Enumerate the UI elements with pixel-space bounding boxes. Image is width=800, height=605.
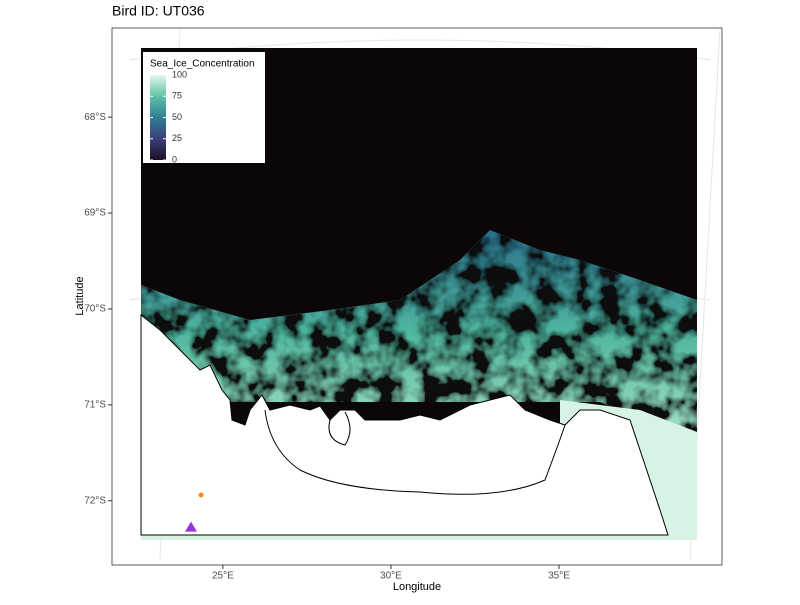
y-tick-label: 68°S [84, 112, 106, 123]
legend-tick-label: 50 [172, 112, 182, 122]
ice-shelf [264, 409, 566, 495]
legend-title: Sea_Ice_Concentration [150, 59, 255, 70]
coastline [140, 313, 669, 536]
y-tick-label: 70°S [84, 304, 106, 315]
track-point [198, 492, 204, 498]
y-axis-title: Latitude [74, 276, 86, 315]
legend-tick-label: 25 [172, 133, 182, 143]
legend-tick-label: 0 [172, 154, 177, 164]
x-tick-label: 35°E [548, 571, 570, 582]
track-point [184, 521, 197, 532]
island [328, 411, 351, 446]
x-tick-label: 30°E [380, 571, 402, 582]
legend-tick-label: 100 [172, 69, 187, 79]
x-axis-title: Longitude [393, 581, 441, 593]
legend-tick-label: 75 [172, 91, 182, 101]
colorbar [150, 75, 166, 160]
chart-title: Bird ID: UT036 [112, 3, 205, 19]
x-tick-label: 25°E [212, 571, 234, 582]
y-tick-label: 72°S [84, 495, 106, 506]
ice-band [141, 230, 697, 432]
y-tick-label: 69°S [84, 208, 106, 219]
y-tick-label: 71°S [84, 399, 106, 410]
